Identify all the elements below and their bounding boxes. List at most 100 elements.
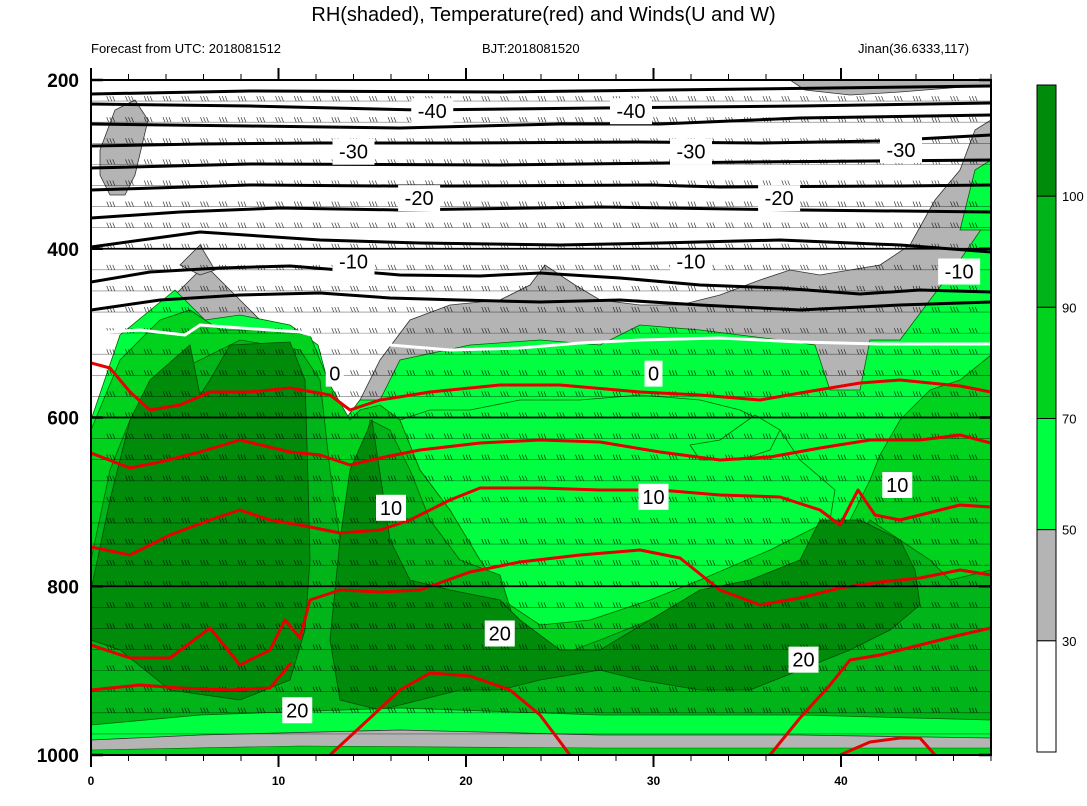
- wind-barb: [837, 644, 847, 650]
- wind-barb: [500, 264, 509, 270]
- contour-label: -30: [670, 138, 712, 165]
- wind-barb: [237, 538, 247, 545]
- wind-barb: [800, 454, 809, 460]
- wind-barb: [837, 707, 847, 713]
- wind-barb: [331, 222, 341, 228]
- contour-label-box: [411, 98, 454, 125]
- wind-barb: [218, 201, 228, 207]
- wind-barb: [631, 454, 641, 460]
- wind-barb: [556, 95, 566, 102]
- wind-barb: [387, 560, 397, 566]
- wind-barb: [931, 95, 941, 102]
- wind-barb: [706, 95, 716, 102]
- wind-barb: [800, 327, 809, 334]
- wind-barb: [556, 707, 566, 713]
- wind-barb: [500, 306, 509, 313]
- wind-barb: [856, 517, 866, 524]
- wind-barb: [275, 538, 284, 545]
- wind-barb: [687, 686, 697, 692]
- isotherm-minus10b: [91, 264, 991, 296]
- wind-barb: [631, 623, 641, 629]
- wind-barb: [162, 285, 172, 292]
- wind-barb: [950, 538, 959, 545]
- wind-barb: [537, 454, 547, 460]
- wind-barb: [818, 560, 828, 566]
- wind-barb: [556, 433, 566, 439]
- wind-barb: [387, 475, 397, 481]
- wind-barb: [143, 454, 153, 460]
- isotherm-25: [91, 662, 293, 692]
- wind-barb: [425, 665, 434, 671]
- wind-barb: [575, 306, 584, 313]
- wind-barb: [875, 370, 884, 376]
- wind-barb: [143, 95, 153, 102]
- wind-barb: [143, 117, 153, 123]
- wind-barb: [893, 327, 903, 334]
- wind-barb: [237, 517, 247, 524]
- wind-barb: [387, 306, 397, 313]
- wind-barb: [650, 222, 659, 228]
- wind-barb: [350, 707, 359, 713]
- wind-barb: [443, 602, 453, 608]
- wind-barb: [725, 201, 734, 207]
- wind-barb: [350, 602, 359, 608]
- wind-barb: [593, 644, 603, 650]
- wind-barb: [593, 391, 603, 397]
- wind-barb: [462, 623, 472, 629]
- wind-barb: [106, 285, 116, 292]
- wind-barb: [293, 222, 303, 228]
- wind-barb: [593, 707, 603, 713]
- wind-barb: [481, 201, 491, 207]
- wind-barb: [631, 560, 641, 566]
- wind-barb: [650, 517, 659, 524]
- wind-barb: [106, 665, 116, 671]
- wind-barb: [968, 602, 978, 608]
- wind-barb: [518, 95, 528, 102]
- wind-barb: [950, 602, 959, 608]
- wind-barb: [275, 391, 284, 397]
- wind-barb: [275, 560, 284, 566]
- wind-barb: [875, 686, 884, 692]
- wind-barb: [856, 95, 866, 102]
- wind-barb: [387, 602, 397, 608]
- wind-barb: [743, 560, 753, 566]
- wind-barb: [162, 370, 172, 376]
- wind-barb: [218, 560, 228, 566]
- wind-barb: [293, 496, 303, 503]
- temperature-contours: [91, 84, 991, 755]
- rh-surface-strip-bottom: [91, 745, 991, 755]
- wind-barb: [800, 95, 809, 102]
- wind-barb: [781, 475, 791, 481]
- wind-barb: [462, 285, 472, 292]
- wind-barb: [331, 496, 341, 503]
- wind-barb: [518, 264, 528, 270]
- wind-barb: [162, 644, 172, 650]
- wind-barb: [612, 222, 622, 228]
- wind-barb: [143, 285, 153, 292]
- contour-labels: -40 -40 -30 -30 -30 -20 -20 -10 -10 -10 0 0 10 10 10 20…: [282, 98, 981, 724]
- wind-barb: [162, 117, 172, 123]
- wind-barb: [481, 517, 491, 524]
- wind-barb: [443, 665, 453, 671]
- wind-barb: [687, 496, 697, 503]
- wind-barb: [556, 644, 566, 650]
- wind-barb: [293, 285, 303, 292]
- wind-barb: [893, 686, 903, 692]
- wind-barb: [668, 201, 678, 207]
- wind-barb: [462, 475, 472, 481]
- wind-barb: [500, 602, 509, 608]
- wind-barb: [443, 644, 453, 650]
- wind-barb: [387, 370, 397, 376]
- wind-barb: [481, 686, 491, 692]
- wind-barb: [762, 222, 772, 228]
- wind-barb: [500, 496, 509, 503]
- wind-barb: [856, 370, 866, 376]
- wind-barb: [368, 201, 378, 207]
- contour-label: 0: [325, 360, 344, 387]
- contour-label-box: [644, 360, 663, 387]
- wind-barb: [200, 95, 209, 102]
- wind-barb: [931, 496, 941, 503]
- wind-barb: [312, 517, 322, 524]
- wind-barb: [275, 454, 284, 460]
